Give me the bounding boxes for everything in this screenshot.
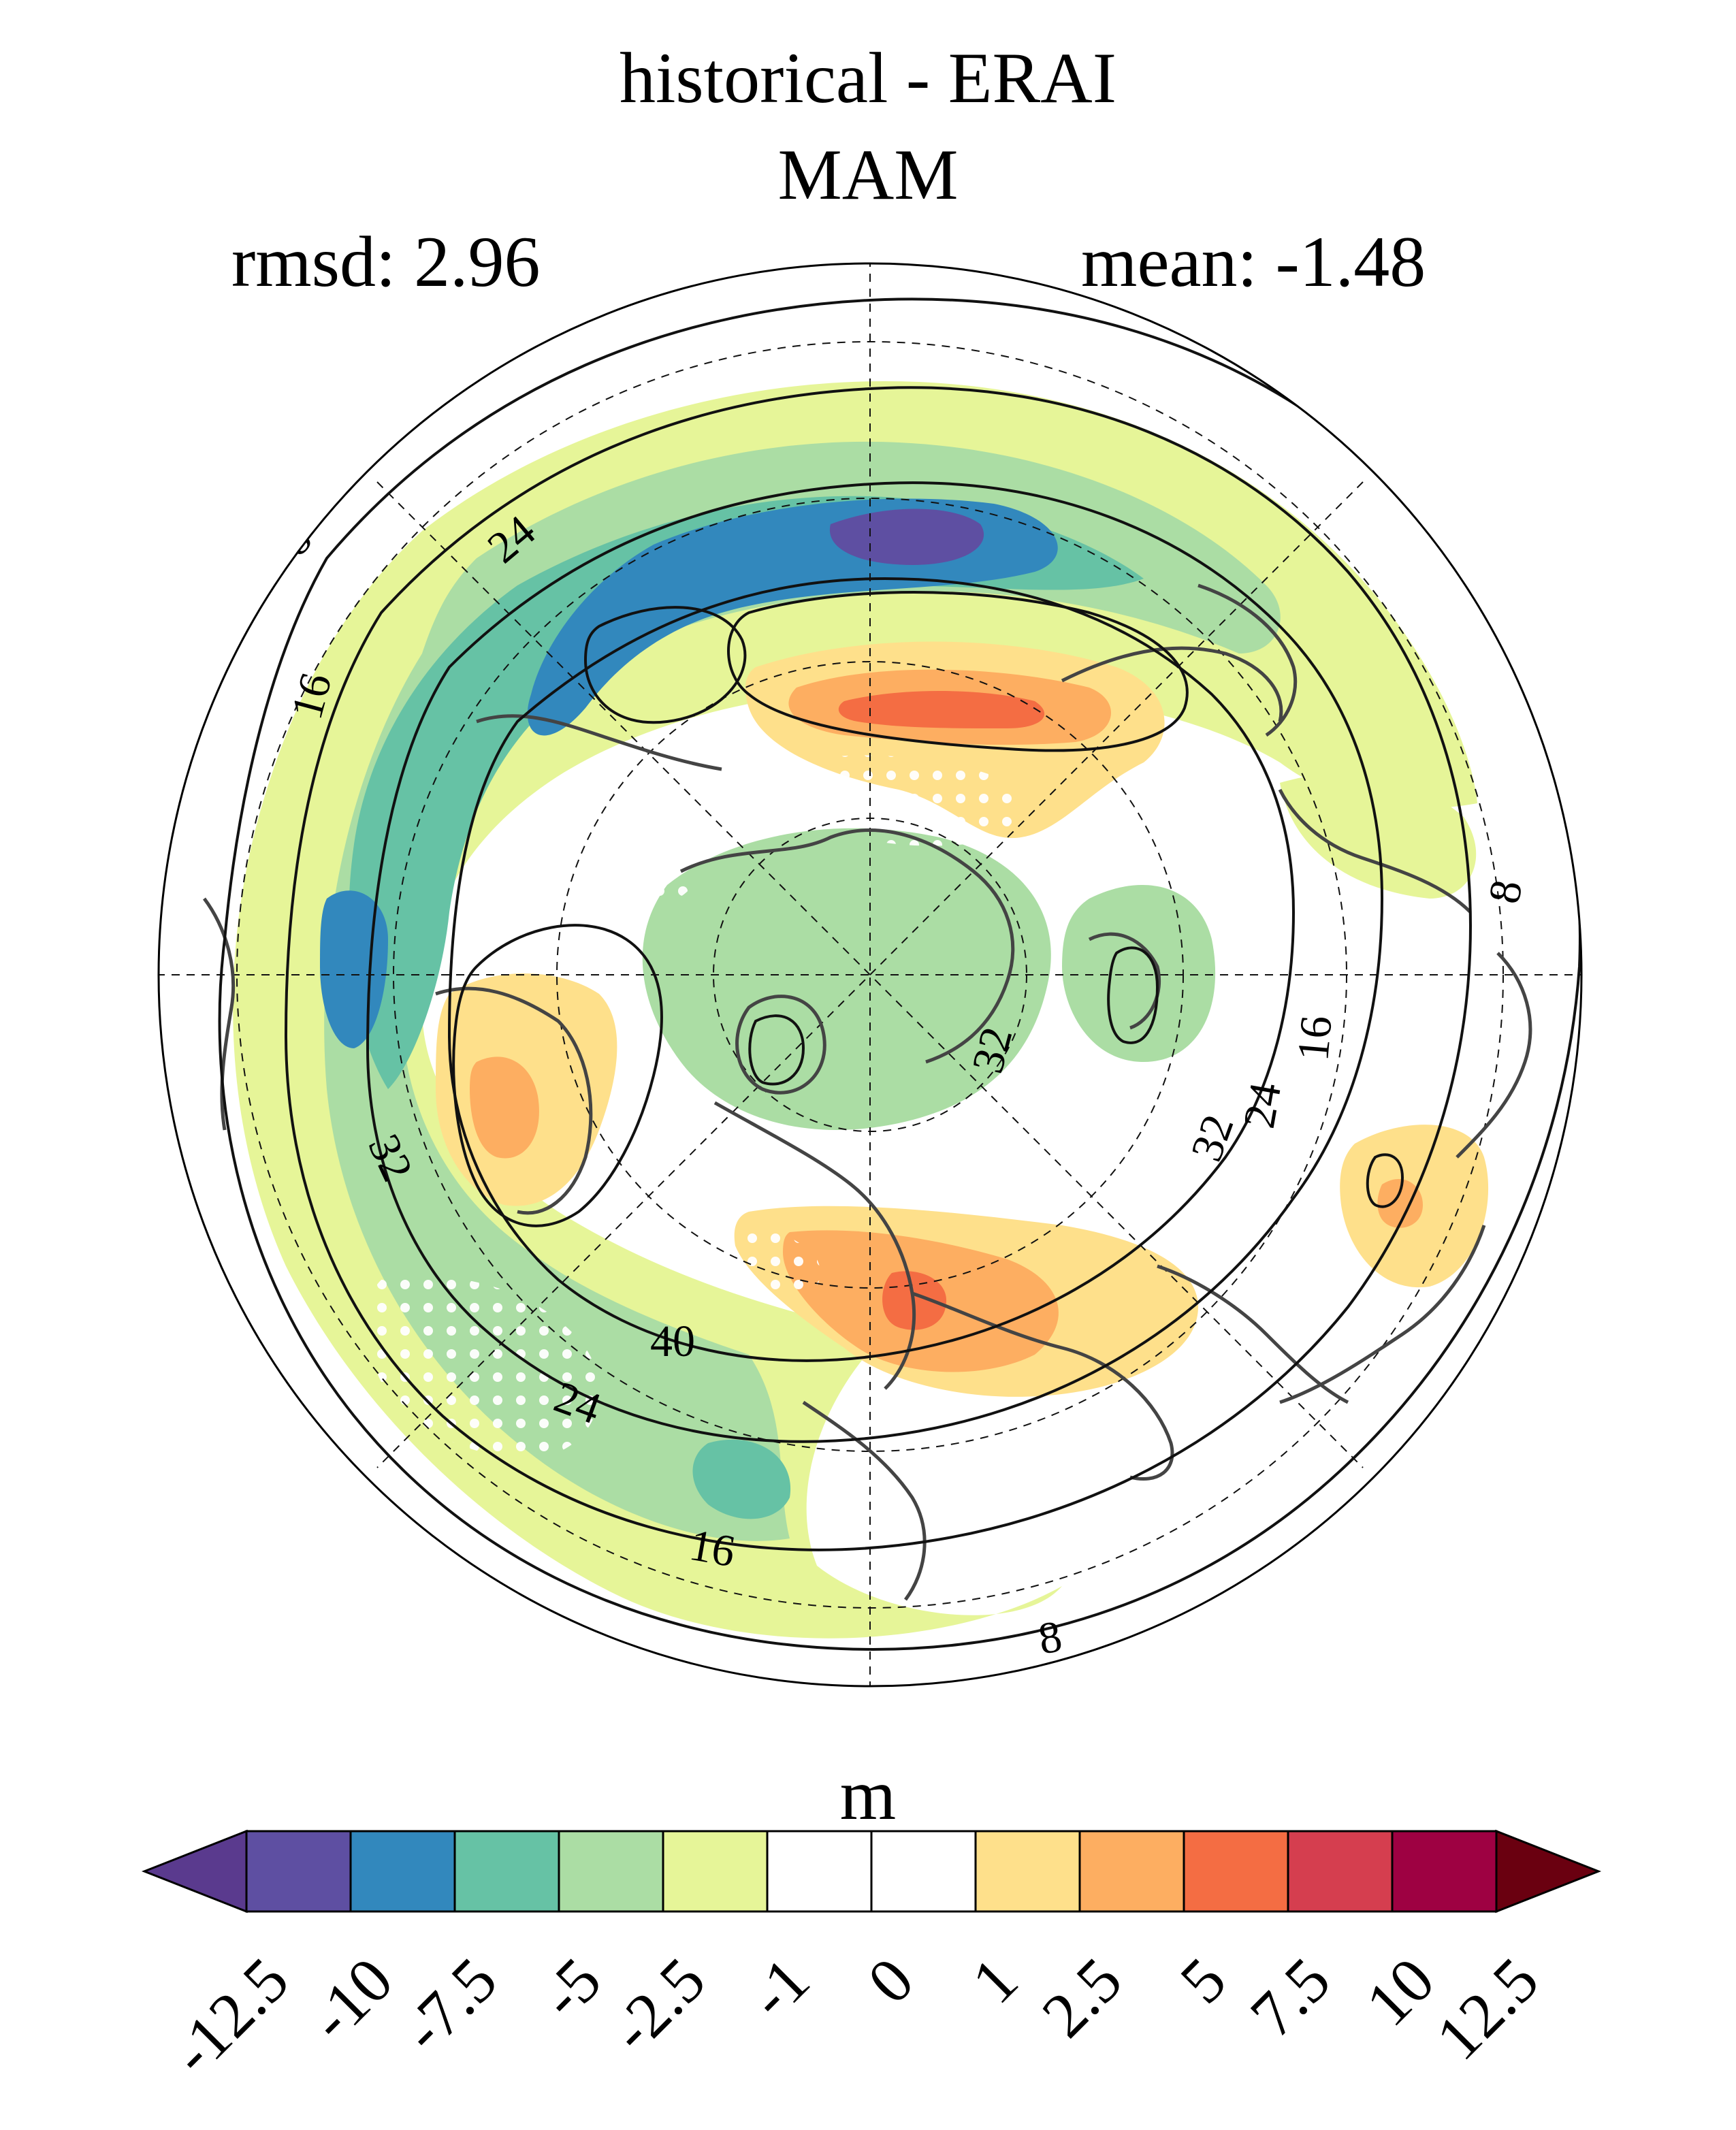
colorbar-over-triangle <box>1495 1829 1602 1914</box>
colorbar-tick-label: 5 <box>1167 1944 1240 2017</box>
anomaly-teal <box>349 496 1144 1089</box>
season-title: MAM <box>777 135 959 214</box>
colorbar-tick-label: -1 <box>735 1944 823 2032</box>
colorbar-tick-label: 2.5 <box>1029 1944 1136 2051</box>
colorbar-box <box>662 1830 769 1913</box>
colorbar-under-triangle <box>141 1829 248 1914</box>
contour-label: 24 <box>1234 1079 1291 1132</box>
contour-label: 16 <box>686 1520 739 1577</box>
rmsd-label: rmsd: 2.96 <box>231 222 541 302</box>
colorbar-tick-label: -12.5 <box>158 1944 302 2088</box>
significance-stipple <box>366 319 1314 1458</box>
colorbar-box <box>974 1830 1081 1913</box>
anomaly-blue-west <box>320 890 388 1048</box>
colorbar-tick-label: 7.5 <box>1237 1944 1344 2051</box>
colorbar-unit: m <box>839 1755 897 1835</box>
anomaly-purple <box>829 509 984 565</box>
colorbar-box <box>453 1830 560 1913</box>
colorbar-box <box>766 1830 873 1913</box>
colorbar-tick-label: 1 <box>959 1944 1031 2017</box>
colorbar-box <box>1287 1830 1394 1913</box>
colorbar-tick-label: -7.5 <box>389 1944 511 2066</box>
colorbar-tick-label: -10 <box>296 1944 406 2054</box>
colorbar-tick-label: -2.5 <box>597 1944 719 2066</box>
colorbar-box <box>349 1830 456 1913</box>
colorbar-box <box>1391 1830 1498 1913</box>
anomaly-orange-namerica <box>470 1056 539 1159</box>
climatology-contours <box>218 297 1581 1651</box>
coastlines <box>202 583 1532 1601</box>
figure-title: historical - ERAI <box>619 38 1117 118</box>
contour-label: 16 <box>1288 1014 1341 1063</box>
anomaly-orange-pacific <box>1377 1178 1423 1228</box>
map-border <box>157 262 1583 1688</box>
polar-map: 8 24 16 40 32 24 16 8 32 24 16 32 8 <box>159 263 1581 1686</box>
anomaly-red-asia <box>838 691 1045 728</box>
mean-label: mean: -1.48 <box>1081 222 1426 302</box>
colorbar-box <box>1078 1830 1185 1913</box>
colorbar-box <box>558 1830 664 1913</box>
colorbar-tick-label: 12.5 <box>1423 1944 1552 2073</box>
colorbar-box <box>1183 1830 1289 1913</box>
colorbar-box <box>245 1830 352 1913</box>
anomaly-teal-atlantic <box>692 1439 791 1519</box>
contour-label: 40 <box>650 1317 695 1366</box>
anomaly-green-east <box>1062 885 1216 1062</box>
colorbar-box <box>870 1830 977 1913</box>
colorbar-tick-label: 0 <box>854 1944 927 2017</box>
